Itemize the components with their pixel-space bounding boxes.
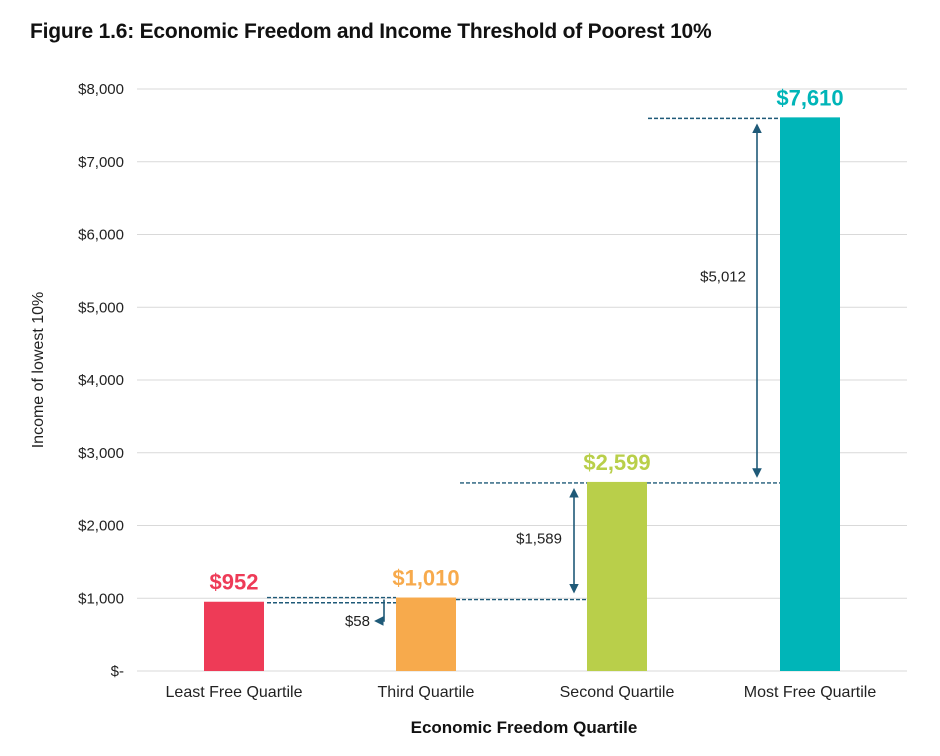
y-tick-label: $5,000	[78, 299, 124, 316]
difference-label: $58	[345, 613, 370, 630]
y-tick-label: $-	[111, 663, 124, 680]
bar	[587, 481, 647, 671]
gridlines	[137, 88, 907, 672]
x-tick-labels: Least Free Quartile Third Quartile Second …	[166, 684, 877, 701]
y-tick-label: $6,000	[78, 227, 124, 244]
y-tick-labels: $- $1,000 $2,000 $3,000 $4,000 $5,000 $6,000 $7…	[78, 81, 124, 680]
x-tick-label: Least Free Quartile	[166, 684, 303, 701]
x-tick-label: Second Quartile	[560, 684, 675, 701]
difference-label: $5,012	[700, 269, 746, 286]
y-tick-label: $3,000	[78, 445, 124, 462]
difference-label: $1,589	[516, 531, 562, 548]
x-tick-label: Most Free Quartile	[744, 684, 877, 701]
x-axis-title: Economic Freedom Quartile	[411, 718, 638, 737]
value-labels: $952 $1,010 $2,599 $7,610	[210, 85, 844, 594]
value-label: $2,599	[583, 450, 650, 475]
y-tick-label: $2,000	[78, 518, 124, 535]
bars	[204, 117, 840, 671]
bar	[780, 117, 840, 671]
y-axis-title: Income of lowest 10%	[30, 292, 47, 449]
difference-arrow	[374, 599, 385, 626]
y-tick-label: $8,000	[78, 81, 124, 98]
chart-title: Figure 1.6: Economic Freedom and Income …	[30, 20, 712, 43]
y-tick-label: $7,000	[78, 154, 124, 171]
value-label: $1,010	[392, 566, 459, 591]
x-tick-label: Third Quartile	[378, 684, 475, 701]
difference-annotations: $58 $1,589 $5,012	[267, 117, 780, 630]
y-tick-label: $4,000	[78, 372, 124, 389]
y-tick-label: $1,000	[78, 590, 124, 607]
value-label: $7,610	[776, 85, 843, 110]
bar	[204, 601, 264, 671]
bar	[396, 597, 456, 671]
value-label: $952	[210, 570, 259, 595]
